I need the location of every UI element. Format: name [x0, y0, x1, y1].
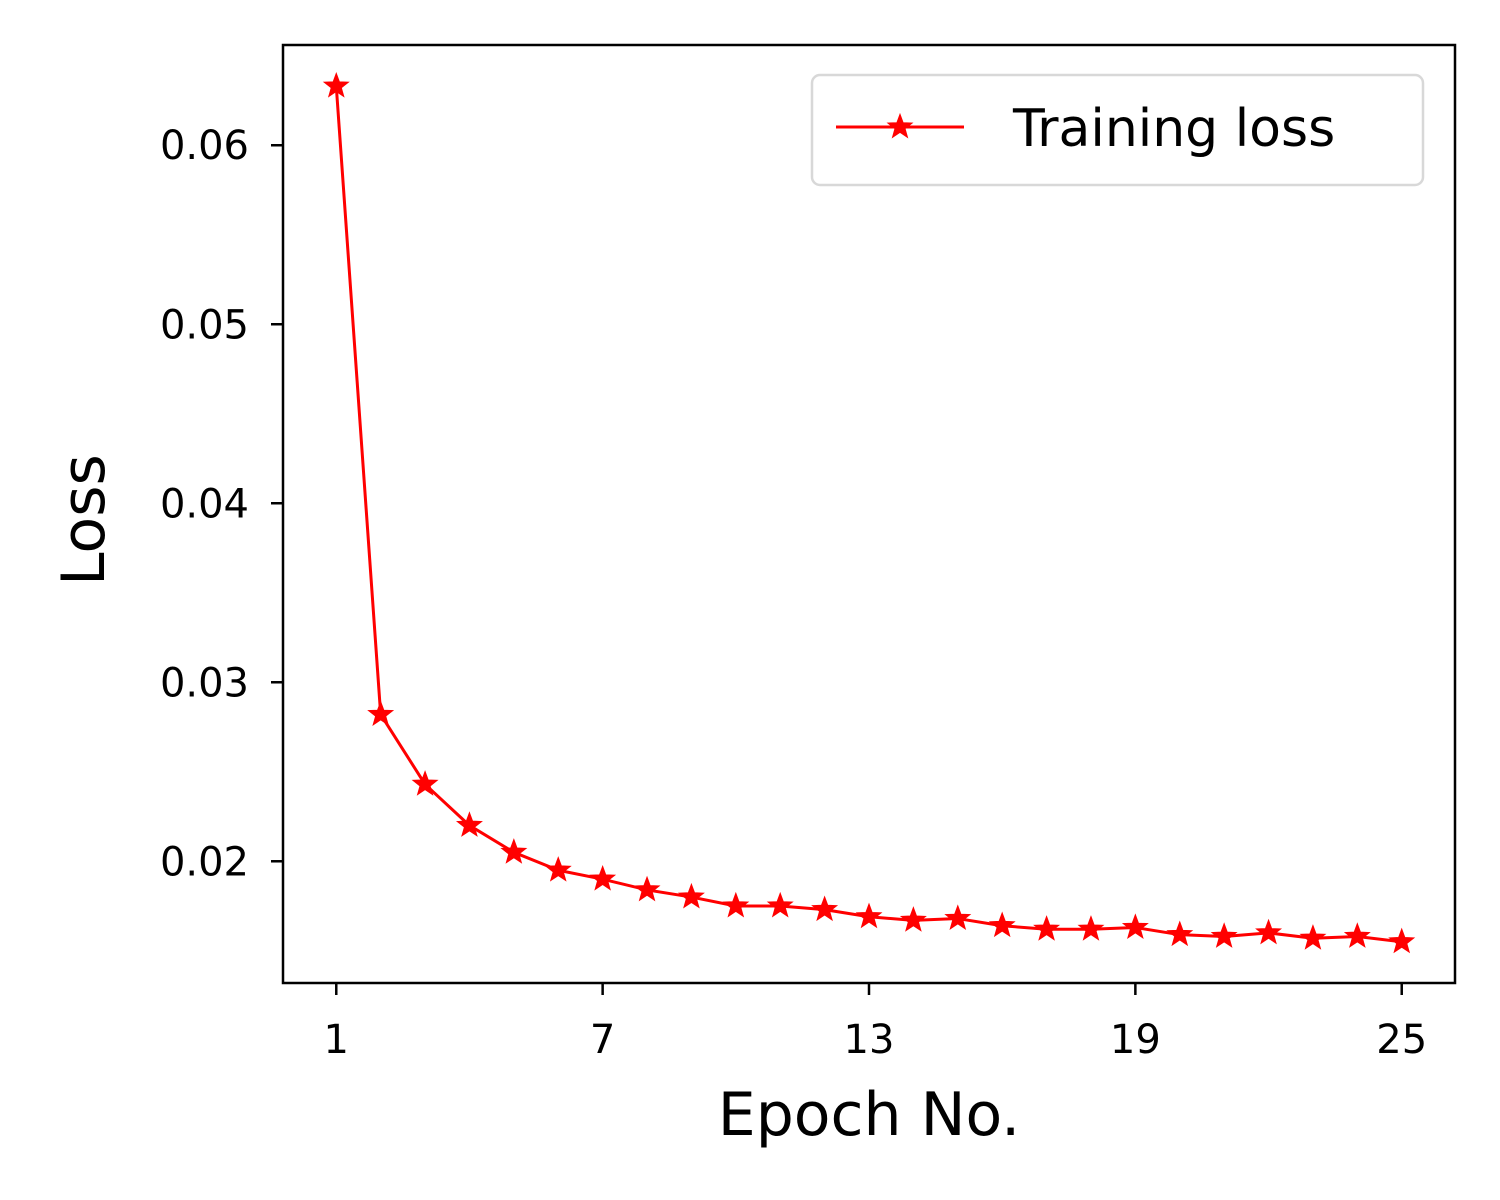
data-point-marker — [589, 865, 617, 891]
y-axis-ticks: 0.02 0.03 0.04 0.05 0.06 — [160, 123, 283, 885]
x-tick-label: 25 — [1376, 1017, 1427, 1063]
x-axis-ticks: 1 7 13 19 25 — [324, 983, 1427, 1063]
data-point-marker — [855, 902, 883, 929]
x-tick-label: 19 — [1110, 1017, 1161, 1063]
plot-marks — [322, 72, 1416, 954]
legend-star — [886, 112, 914, 139]
data-point-marker — [633, 875, 661, 902]
series-line — [334, 86, 1402, 944]
legend-label: Training loss — [1012, 99, 1335, 159]
data-point-marker — [766, 891, 794, 918]
y-tick-label: 0.06 — [160, 123, 249, 169]
x-tick-label: 13 — [844, 1017, 895, 1063]
data-point-marker — [1210, 922, 1238, 948]
data-point-marker — [722, 891, 750, 918]
data-point-marker — [677, 882, 705, 909]
data-point-marker — [944, 904, 972, 931]
y-tick-label: 0.05 — [160, 302, 249, 348]
data-point-marker — [1077, 915, 1105, 941]
y-axis-title: Loss — [49, 454, 119, 586]
data-point-marker — [1255, 918, 1283, 945]
data-point-marker — [1299, 924, 1327, 950]
data-point-marker — [1343, 922, 1371, 948]
y-tick-label: 0.03 — [160, 660, 249, 706]
data-point-marker — [544, 856, 572, 882]
data-point-marker — [988, 911, 1016, 938]
data-point-marker — [322, 72, 350, 98]
data-point-marker — [1166, 920, 1194, 947]
data-point-marker — [367, 700, 395, 726]
x-tick-label: 7 — [590, 1017, 615, 1063]
data-point-marker — [1121, 913, 1149, 939]
data-point-marker — [1033, 915, 1061, 941]
y-tick-label: 0.02 — [160, 839, 249, 885]
y-tick-label: 0.04 — [160, 481, 249, 527]
legend-box — [810, 73, 1425, 187]
data-point-marker — [500, 838, 528, 864]
x-tick-label: 1 — [324, 1017, 349, 1063]
data-point-marker — [811, 895, 839, 922]
data-point-marker — [411, 770, 439, 796]
legend-star-marker — [886, 112, 914, 139]
data-point-marker — [899, 906, 927, 932]
x-axis-title: Epoch No. — [718, 1080, 1020, 1150]
data-point-marker — [455, 811, 483, 837]
data-point-marker — [1388, 927, 1416, 954]
legend: Training loss — [810, 73, 1425, 187]
